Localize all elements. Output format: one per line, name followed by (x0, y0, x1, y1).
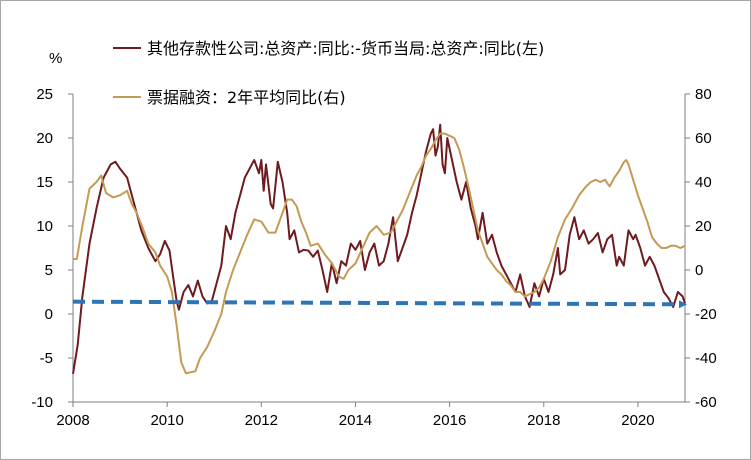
series-line-left-axis (72, 123, 686, 374)
y-right-tick-label: 20 (695, 218, 712, 235)
legend-label-right-series: 票据融资：2年平均同比(右) (147, 88, 346, 107)
x-tick-label: 2010 (150, 412, 183, 429)
y-left-tick-label: 20 (36, 130, 53, 147)
y-right-tick-label: 60 (695, 130, 712, 147)
series-line-right-axis (73, 132, 686, 375)
y-left-tick-label: 5 (45, 262, 53, 279)
x-tick-label: 2008 (56, 412, 89, 429)
y-left-tick-label: -10 (31, 394, 53, 411)
y-right-tick-label: -60 (695, 394, 717, 411)
y-left-unit: % (49, 50, 62, 67)
x-tick-label: 2020 (621, 412, 654, 429)
tick-labels: 25 20 15 10 5 0 -5 -10 80 60 40 20 0 -20… (31, 86, 716, 429)
y-right-tick-label: -20 (695, 306, 717, 323)
y-right-tick-label: -40 (695, 350, 717, 367)
y-left-tick-label: 10 (36, 218, 53, 235)
x-tick-label: 2014 (339, 412, 372, 429)
legend: 其他存款性公司:总资产:同比:-货币当局:总资产:同比(左) 票据融资：2年平均… (113, 39, 544, 107)
axes (68, 93, 690, 407)
y-left-tick-label: 0 (45, 306, 53, 323)
x-tick-label: 2018 (527, 412, 560, 429)
x-tick-label: 2016 (433, 412, 466, 429)
y-left-tick-label: -5 (40, 350, 53, 367)
y-right-tick-label: 0 (695, 262, 703, 279)
trend-arrow-annotation (72, 299, 687, 309)
y-left-tick-label: 25 (36, 86, 53, 103)
y-right-tick-label: 40 (695, 174, 712, 191)
y-right-tick-label: 80 (695, 86, 712, 103)
legend-label-left-series: 其他存款性公司:总资产:同比:-货币当局:总资产:同比(左) (147, 39, 544, 58)
x-tick-label: 2012 (245, 412, 278, 429)
y-left-tick-label: 15 (36, 174, 53, 191)
